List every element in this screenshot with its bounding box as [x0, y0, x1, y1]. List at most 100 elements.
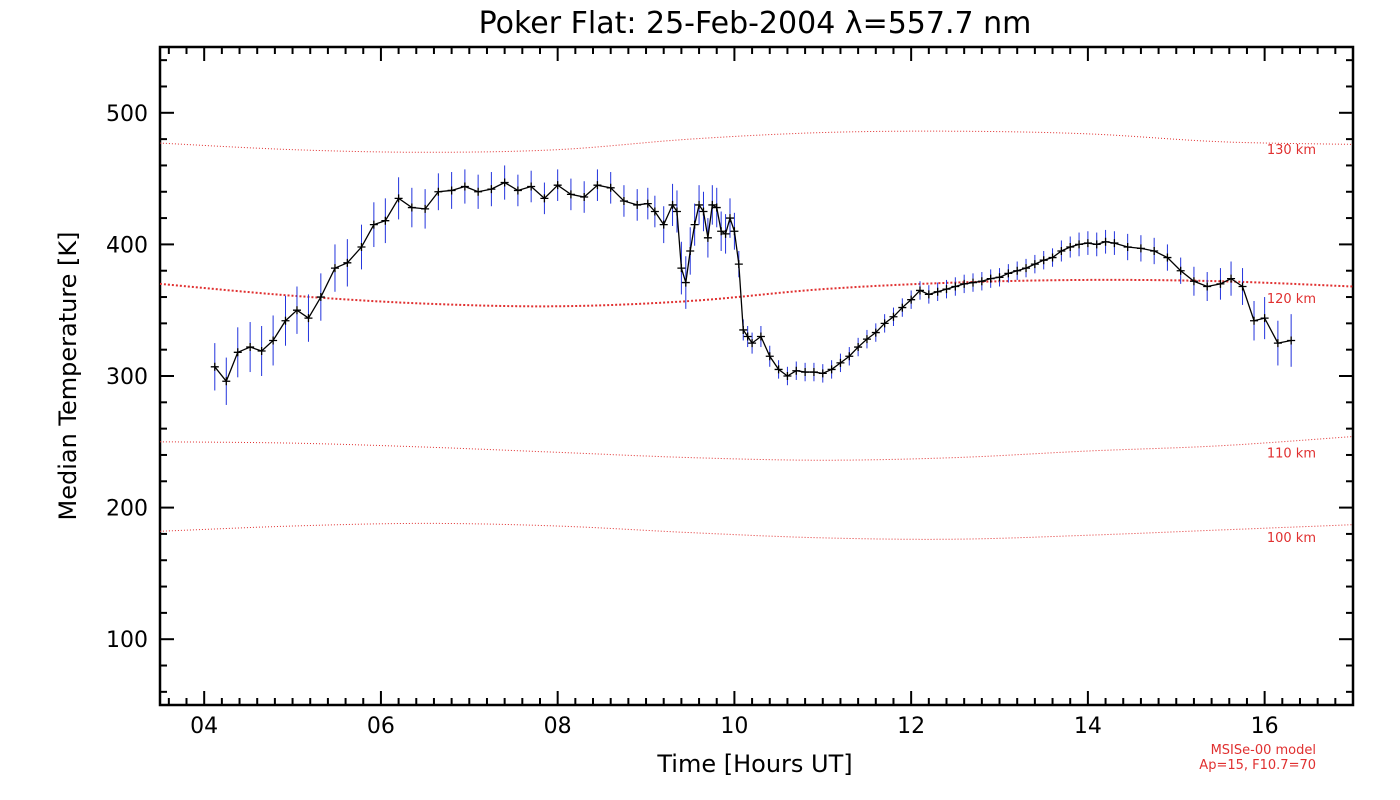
- data-point: [734, 260, 743, 269]
- data-point: [1066, 243, 1075, 252]
- data-point: [1123, 243, 1132, 252]
- x-axis-label: Time [Hours UT]: [656, 750, 852, 778]
- data-point: [233, 348, 242, 357]
- data-point: [836, 358, 845, 367]
- data-point: [668, 200, 677, 209]
- data-point: [1203, 282, 1212, 291]
- x-tick-label: 08: [544, 714, 572, 739]
- x-tick-label: 04: [190, 714, 218, 739]
- model-note-line2: Ap=15, F10.7=70: [1199, 758, 1316, 773]
- data-point: [357, 243, 366, 252]
- data-point: [756, 332, 765, 341]
- data-point: [593, 181, 602, 190]
- y-tick-label: 200: [106, 497, 148, 522]
- data-point: [977, 277, 986, 286]
- data-point: [880, 319, 889, 328]
- data-point: [394, 194, 403, 203]
- data-point: [1273, 339, 1282, 348]
- data-point: [1136, 244, 1145, 253]
- data-point: [460, 182, 469, 191]
- data-point: [650, 207, 659, 216]
- data-point: [257, 346, 266, 355]
- chart-title: Poker Flat: 25-Feb-2004 λ=557.7 nm: [479, 6, 1032, 41]
- ref-label: 100 km: [1267, 531, 1316, 546]
- data-point: [619, 196, 628, 205]
- data-point: [1013, 266, 1022, 275]
- data-point: [633, 200, 642, 209]
- y-tick-label: 100: [106, 628, 148, 653]
- model-note-line1: MSISe-00 model: [1211, 743, 1316, 758]
- ref-label: 130 km: [1267, 143, 1316, 158]
- data-point: [924, 290, 933, 299]
- data-point: [960, 279, 969, 288]
- data-point: [316, 293, 325, 302]
- data-point: [269, 336, 278, 345]
- data-point: [1075, 240, 1084, 249]
- data-point: [695, 200, 704, 209]
- data-point: [500, 178, 509, 187]
- data-point: [748, 339, 757, 348]
- data-point: [1004, 269, 1013, 278]
- data-point: [540, 194, 549, 203]
- data-point: [765, 352, 774, 361]
- data-point: [1057, 246, 1066, 255]
- data-point: [907, 295, 916, 304]
- data-point: [783, 372, 792, 380]
- tick-labels: 04 06 08 10 12 14 16 100 200 300 400 500: [106, 102, 1279, 739]
- data-point: [1030, 260, 1039, 269]
- x-tick-label: 16: [1251, 714, 1279, 739]
- data-point: [677, 264, 686, 273]
- data-point: [292, 306, 301, 315]
- data-point: [513, 186, 522, 195]
- reference-labels: 130 km 120 km 110 km 100 km: [1267, 143, 1316, 546]
- data-point: [854, 343, 863, 352]
- data-point: [1022, 264, 1031, 273]
- data-point: [343, 258, 352, 267]
- data-point: [969, 278, 978, 287]
- data-point: [721, 229, 730, 238]
- data-point: [681, 278, 690, 287]
- data-point: [995, 273, 1004, 282]
- data-point: [421, 204, 430, 213]
- y-tick-label: 500: [106, 102, 148, 127]
- data-point: [487, 185, 496, 194]
- data-point: [1039, 256, 1048, 265]
- data-point: [246, 343, 255, 352]
- data-point: [686, 246, 695, 255]
- data-point: [871, 328, 880, 337]
- x-tick-label: 12: [897, 714, 925, 739]
- error-bars: [214, 165, 1292, 405]
- ref-line-110-km: [159, 436, 1354, 461]
- data-point: [281, 316, 290, 325]
- data-point: [643, 199, 652, 208]
- data-point: [330, 264, 339, 273]
- x-tick-label: 14: [1074, 714, 1102, 739]
- data-point: [672, 207, 681, 216]
- data-point: [1260, 314, 1269, 323]
- data-point: [1216, 279, 1225, 288]
- data-point: [1101, 237, 1110, 246]
- data-point: [898, 303, 907, 312]
- data-point: [447, 186, 456, 195]
- y-tick-label: 300: [106, 365, 148, 390]
- data-point: [580, 193, 589, 202]
- data-point: [1238, 282, 1247, 291]
- data-point: [708, 200, 717, 209]
- ref-label: 120 km: [1267, 292, 1316, 307]
- data-point: [699, 207, 708, 216]
- data-point: [774, 365, 783, 374]
- data-point: [827, 365, 836, 374]
- data-point: [381, 216, 390, 225]
- data-point: [1287, 336, 1296, 345]
- data-point: [434, 187, 443, 196]
- x-tick-label: 10: [720, 714, 748, 739]
- data-point: [1176, 266, 1185, 275]
- data-point: [1250, 316, 1259, 325]
- data-point: [407, 203, 416, 212]
- temperature-series: [214, 181, 1292, 383]
- data-point: [801, 368, 810, 377]
- data-point: [809, 368, 818, 377]
- data-point: [690, 220, 699, 229]
- data-point: [862, 335, 871, 344]
